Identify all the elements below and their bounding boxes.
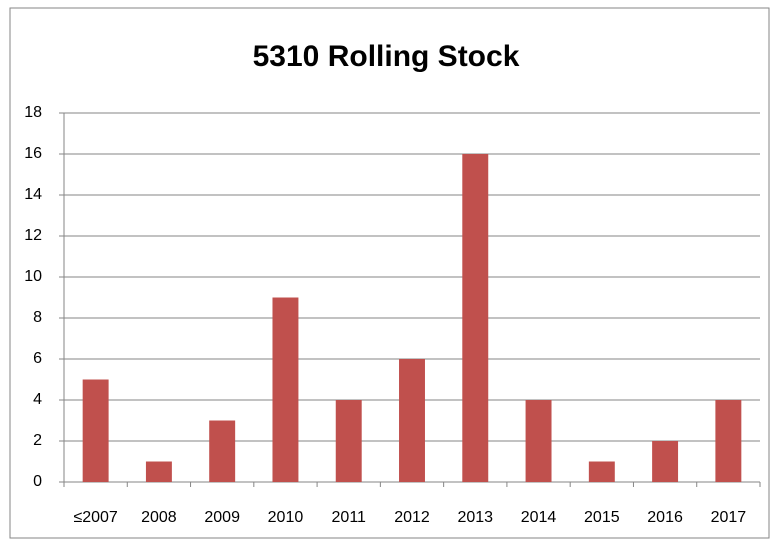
y-tick-label: 4	[33, 391, 42, 408]
y-tick-label: 2	[33, 432, 42, 449]
x-tick-label: 2014	[521, 509, 557, 526]
x-tick-label: 2013	[457, 509, 493, 526]
bar	[145, 461, 172, 482]
bar	[462, 154, 489, 482]
bar	[715, 400, 742, 482]
y-tick-label: 16	[24, 145, 42, 162]
bar	[652, 441, 679, 482]
x-tick-label: 2010	[268, 509, 304, 526]
y-tick-label: 10	[24, 268, 42, 285]
y-tick-label: 0	[33, 473, 42, 490]
bar	[272, 297, 299, 482]
x-tick-label: 2009	[204, 509, 240, 526]
y-tick-label: 6	[33, 350, 42, 367]
bar	[588, 461, 615, 482]
y-tick-label: 18	[24, 104, 42, 121]
x-tick-label: ≤2007	[73, 509, 117, 526]
chart-border	[9, 7, 770, 539]
bar	[82, 379, 109, 482]
bar	[525, 400, 552, 482]
y-tick-label: 8	[33, 309, 42, 326]
bar	[335, 400, 362, 482]
x-tick-label: 2008	[141, 509, 177, 526]
y-tick-label: 12	[24, 227, 42, 244]
chart-title: 5310 Rolling Stock	[253, 40, 520, 73]
x-tick-label: 2016	[647, 509, 683, 526]
x-tick-label: 2015	[584, 509, 620, 526]
bar	[399, 359, 425, 482]
x-tick-label: 2017	[711, 509, 747, 526]
y-tick-label: 14	[24, 186, 42, 203]
x-tick-label: 2011	[332, 509, 367, 526]
bar	[209, 420, 236, 482]
x-tick-label: 2012	[394, 509, 430, 526]
